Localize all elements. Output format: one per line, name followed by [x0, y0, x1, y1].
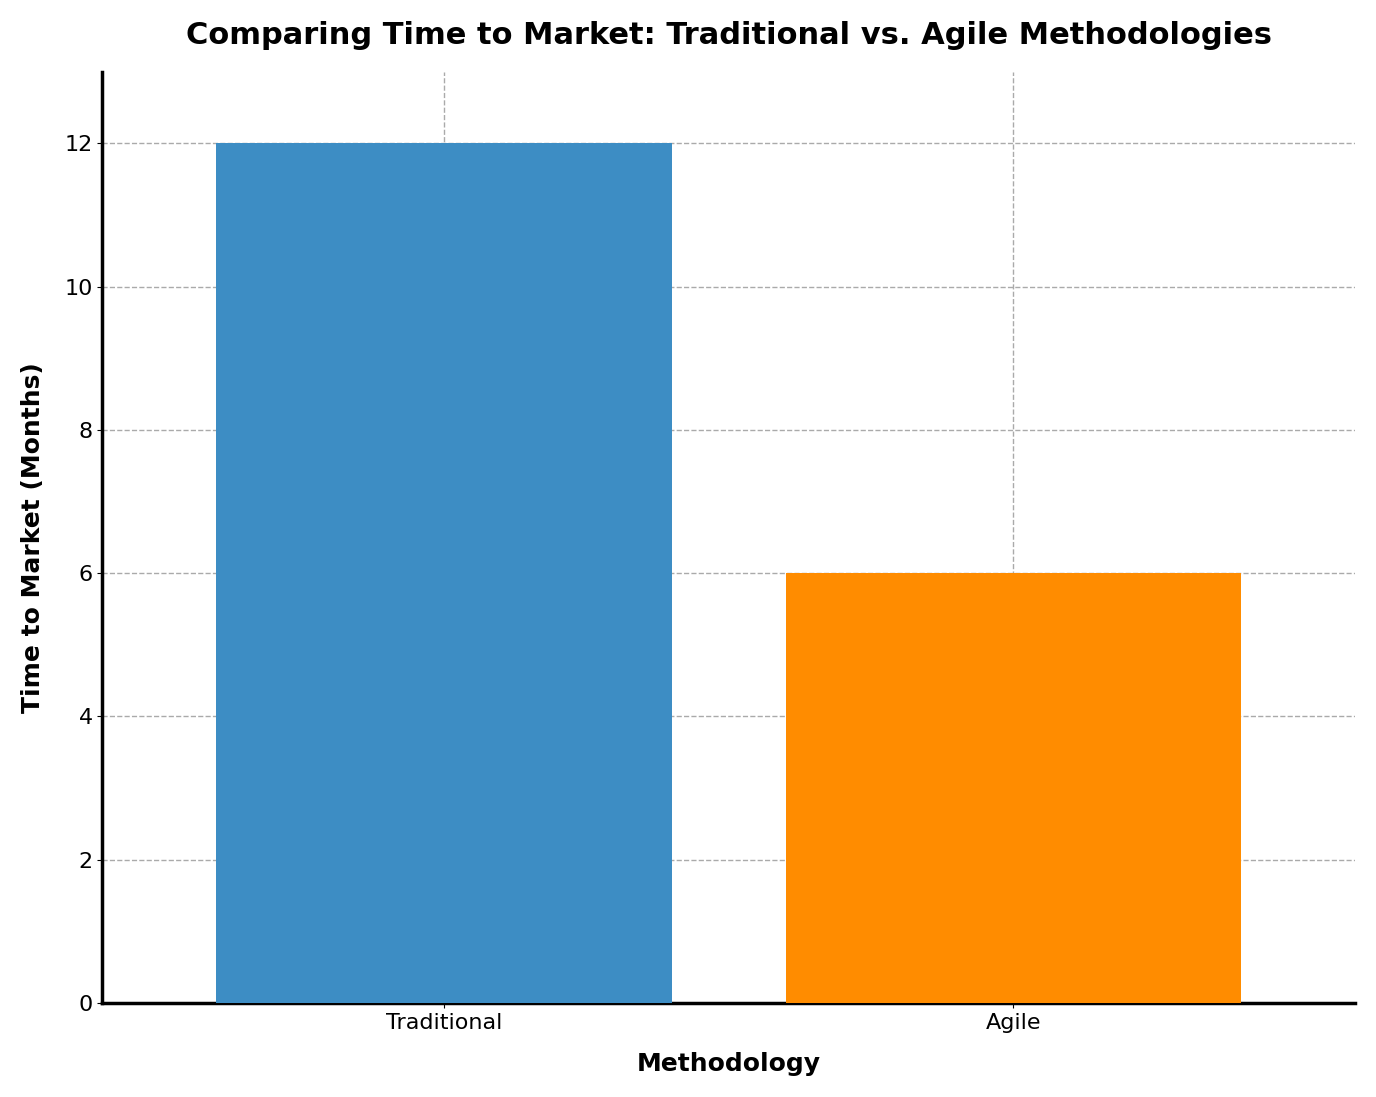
Bar [786, 573, 1241, 1003]
X-axis label: Methodology: Methodology [637, 1052, 820, 1076]
Bar [216, 144, 671, 1003]
Title: Comparing Time to Market: Traditional vs. Agile Methodologies: Comparing Time to Market: Traditional vs… [186, 21, 1271, 49]
Y-axis label: Time to Market (Months): Time to Market (Months) [21, 362, 45, 713]
